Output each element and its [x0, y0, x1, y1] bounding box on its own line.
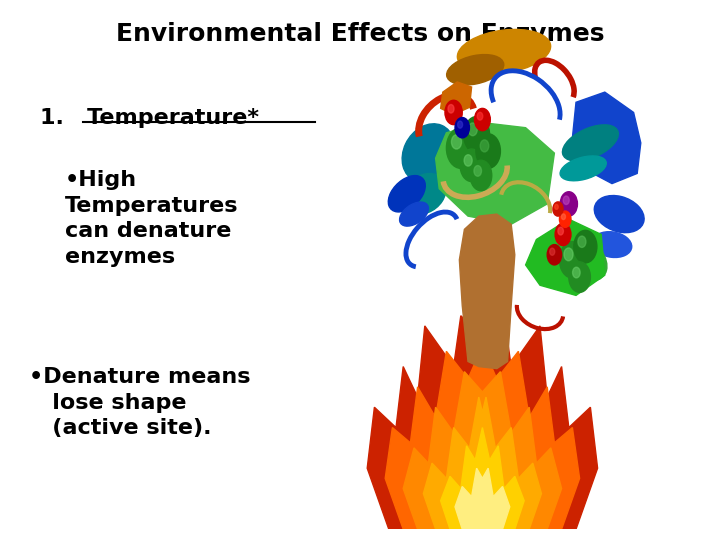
Circle shape	[563, 196, 570, 205]
Circle shape	[446, 127, 475, 168]
Circle shape	[564, 248, 573, 261]
Circle shape	[553, 202, 563, 216]
Circle shape	[451, 135, 462, 149]
Ellipse shape	[545, 228, 607, 281]
Polygon shape	[403, 372, 562, 529]
Circle shape	[468, 123, 477, 136]
Circle shape	[554, 204, 558, 210]
Polygon shape	[572, 92, 641, 184]
Circle shape	[574, 231, 597, 263]
Circle shape	[562, 214, 565, 220]
Ellipse shape	[388, 176, 426, 212]
Ellipse shape	[400, 202, 428, 226]
Ellipse shape	[446, 55, 504, 85]
Circle shape	[559, 211, 571, 227]
Ellipse shape	[560, 156, 606, 181]
Circle shape	[559, 241, 585, 278]
Circle shape	[445, 100, 462, 125]
Circle shape	[555, 223, 571, 246]
Polygon shape	[441, 82, 472, 114]
Circle shape	[477, 112, 483, 120]
Circle shape	[558, 227, 564, 235]
Circle shape	[476, 134, 500, 168]
Text: •High
Temperatures
can denature
enzymes: •High Temperatures can denature enzymes	[65, 170, 238, 267]
Polygon shape	[367, 316, 598, 529]
Polygon shape	[441, 428, 524, 529]
Polygon shape	[526, 219, 605, 295]
Circle shape	[560, 192, 577, 216]
Circle shape	[470, 160, 492, 191]
Circle shape	[460, 149, 483, 181]
Circle shape	[474, 166, 482, 176]
Text: Environmental Effects on Enzymes: Environmental Effects on Enzymes	[116, 22, 604, 45]
Circle shape	[455, 118, 469, 138]
Circle shape	[464, 155, 472, 166]
Polygon shape	[423, 397, 541, 529]
Circle shape	[448, 105, 454, 113]
Circle shape	[578, 236, 586, 247]
Ellipse shape	[404, 173, 446, 214]
Circle shape	[464, 117, 490, 153]
Ellipse shape	[402, 124, 454, 183]
Circle shape	[550, 248, 554, 255]
Polygon shape	[436, 123, 554, 224]
Ellipse shape	[562, 125, 618, 161]
Polygon shape	[385, 346, 580, 529]
Circle shape	[458, 121, 462, 128]
Circle shape	[569, 262, 590, 292]
Circle shape	[480, 140, 489, 152]
Ellipse shape	[593, 232, 631, 258]
Text: •Denature means
   lose shape
   (active site).: •Denature means lose shape (active site)…	[29, 367, 251, 438]
Polygon shape	[459, 214, 515, 369]
Circle shape	[572, 267, 580, 278]
Ellipse shape	[594, 195, 644, 233]
Circle shape	[547, 245, 562, 265]
Ellipse shape	[457, 29, 551, 73]
Text: 1.   Temperature*: 1. Temperature*	[40, 108, 258, 128]
Circle shape	[474, 109, 490, 131]
Polygon shape	[455, 468, 510, 529]
